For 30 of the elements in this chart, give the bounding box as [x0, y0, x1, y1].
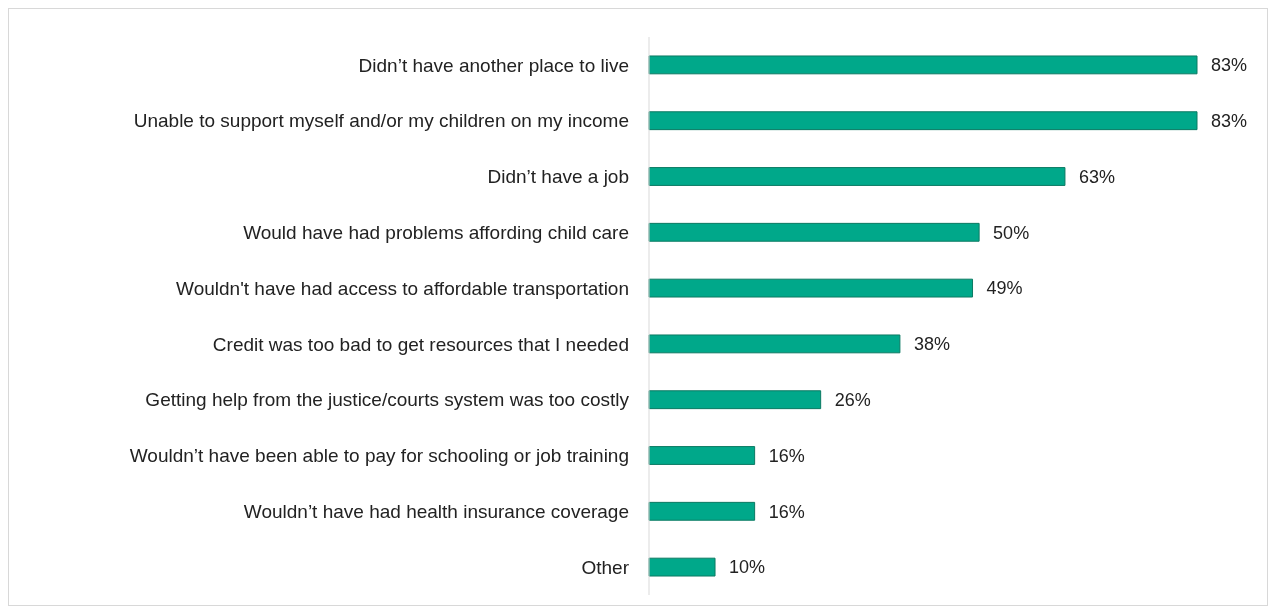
- bar: [648, 390, 822, 410]
- y-tick-label: Would have had problems affording child care: [243, 222, 629, 244]
- bar: [648, 446, 756, 465]
- data-label: 38%: [913, 334, 950, 355]
- data-label: 83%: [1211, 111, 1248, 132]
- y-tick-label: Wouldn’t have had health insurance coverage: [243, 501, 629, 523]
- bar: [648, 557, 716, 577]
- y-tick-label: Didn’t have another place to live: [358, 54, 629, 76]
- y-tick-label: Didn’t have a job: [487, 166, 629, 188]
- data-label: 83%: [1211, 55, 1248, 76]
- data-label: 26%: [834, 390, 871, 411]
- bar: [648, 501, 756, 521]
- y-tick-label: Getting help from the justice/courts system was too costly: [145, 389, 630, 411]
- data-label: 16%: [768, 445, 805, 466]
- y-tick-label: Unable to support myself and/or my children on my income: [133, 110, 629, 132]
- bar: [648, 222, 980, 242]
- y-tick-label: Wouldn't have had access to affordable transportation: [176, 277, 629, 299]
- bar: [648, 334, 901, 354]
- bar: [648, 55, 1198, 75]
- data-label: 50%: [993, 222, 1030, 243]
- bar: [648, 278, 974, 298]
- data-label: 49%: [986, 278, 1023, 299]
- y-tick-label: Other: [581, 556, 630, 578]
- data-label: 16%: [768, 501, 805, 522]
- data-label: 63%: [1078, 166, 1115, 187]
- bar: [648, 167, 1066, 186]
- data-label: 10%: [729, 557, 766, 578]
- y-tick-label: Wouldn’t have been able to pay for schooling or job training: [129, 445, 629, 467]
- bar: [648, 111, 1198, 131]
- y-tick-label: Credit was too bad to get resources that I needed: [212, 333, 629, 355]
